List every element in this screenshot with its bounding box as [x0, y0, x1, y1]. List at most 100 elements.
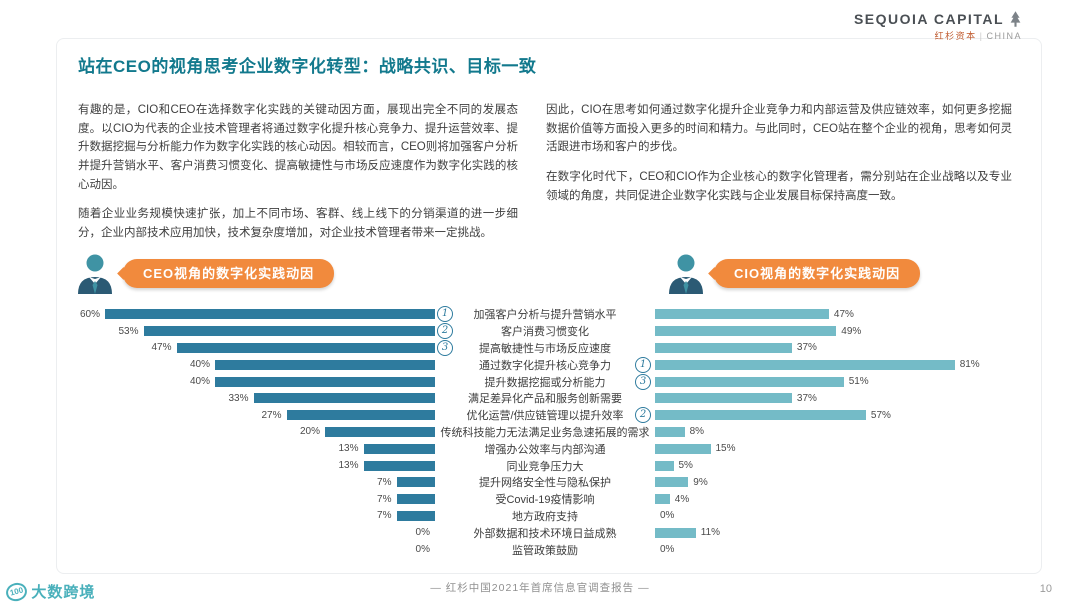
ceo-bar-cell: 33%: [75, 393, 435, 404]
cio-value-label: 49%: [841, 325, 862, 337]
category-cell: 同业竞争压力大: [435, 458, 655, 474]
cio-bar: [655, 477, 689, 488]
ceo-bar-cell: 27%: [75, 410, 435, 421]
category-cell: 2 客户消费习惯变化: [435, 323, 655, 340]
cio-bar-cell: 51%: [655, 376, 1010, 387]
category-cell: 增强办公效率与内部沟通: [435, 441, 655, 457]
ceo-chart-header: CEO视角的数字化实践动因: [77, 252, 335, 294]
ceo-rank-badge: 1: [437, 306, 453, 323]
category-label: 外部数据和技术环境日益成熟: [473, 527, 617, 540]
category-cell: 提升网络安全性与隐私保护: [435, 474, 655, 490]
chart-row: 7% 受Covid-19疫情影响 4%: [75, 491, 1025, 508]
cio-bar: [655, 426, 685, 437]
cio-bar-cell: 11%: [655, 527, 1010, 538]
cio-chart-title-badge: CIO视角的数字化实践动因: [714, 258, 921, 288]
category-cell: 传统科技能力无法满足业务急速拓展的需求: [435, 424, 655, 440]
cio-bar: [655, 410, 866, 421]
category-label: 增强办公效率与内部沟通: [484, 443, 606, 456]
ceo-bar-cell: 40%: [75, 359, 435, 370]
ceo-rank-badge: 3: [437, 339, 453, 356]
cio-value-label: 9%: [693, 476, 708, 488]
chart-row: 7% 提升网络安全性与隐私保护 9%: [75, 474, 1025, 491]
ceo-bar: [396, 510, 435, 521]
ceo-bar: [396, 494, 435, 505]
chart-row: 47% 3 提高敏捷性与市场反应速度 37%: [75, 339, 1025, 357]
cio-bar: [655, 393, 792, 404]
logo-country: CHINA: [986, 31, 1022, 41]
ceo-value-label: 13%: [338, 443, 359, 455]
ceo-value-label: 13%: [338, 460, 359, 472]
paragraph-right-2: 在数字化时代下，CEO和CIO作为企业核心的数字化管理者，需分别站在企业战略以及…: [546, 170, 1012, 202]
chart-row: 0% 监管政策鼓励 0%: [75, 541, 1025, 558]
cio-bar-cell: 8%: [655, 426, 1010, 437]
category-cell: 通过数字化提升核心竞争力 1: [435, 356, 655, 373]
ceo-bar: [176, 342, 435, 353]
cio-value-label: 37%: [796, 392, 817, 404]
cio-value-label: 57%: [870, 409, 891, 421]
cio-bar-cell: 15%: [655, 443, 1010, 454]
ceo-bar-cell: 0%: [75, 544, 435, 555]
chart-row: 13% 增强办公效率与内部沟通 15%: [75, 440, 1025, 457]
ceo-bar: [253, 393, 435, 404]
watermark-100-badge: 100: [4, 580, 30, 603]
cio-person-icon: [669, 254, 703, 294]
watermark-text: 大数跨境: [31, 584, 96, 601]
ceo-bar: [363, 460, 435, 471]
category-label: 提高敏捷性与市场反应速度: [479, 342, 611, 355]
cio-bar: [655, 359, 955, 370]
cio-chart-header: CIO视角的数字化实践动因: [668, 252, 921, 294]
cio-value-label: 15%: [715, 443, 736, 455]
ceo-bar: [143, 326, 435, 337]
ceo-value-label: 0%: [415, 544, 430, 556]
cio-bar: [655, 494, 670, 505]
category-label: 满足差异化产品和服务创新需要: [468, 393, 622, 406]
cio-bar-cell: 4%: [655, 494, 1010, 505]
category-label: 提升数据挖掘或分析能力: [484, 376, 606, 389]
cio-rank-badge: 1: [635, 356, 651, 373]
ceo-value-label: 47%: [151, 342, 172, 354]
cio-bar-cell: 49%: [655, 326, 1010, 337]
ceo-bar-cell: 7%: [75, 494, 435, 505]
paragraph-left-2: 随着企业业务规模快速扩张，加上不同市场、客群、线上线下的分销渠道的进一步细分，企…: [78, 208, 518, 239]
ceo-bar: [105, 309, 435, 320]
chart-row: 13% 同业竞争压力大 5%: [75, 457, 1025, 474]
ceo-bar: [396, 477, 435, 488]
category-cell: 受Covid-19疫情影响: [435, 491, 655, 507]
category-label: 加强客户分析与提升营销水平: [473, 309, 617, 322]
ceo-value-label: 7%: [377, 510, 392, 522]
chart-row: 27% 优化运营/供应链管理以提升效率 2 57%: [75, 407, 1025, 424]
footer-source: — 红杉中国2021年首席信息官调查报告 —: [430, 582, 650, 594]
cio-value-label: 11%: [700, 527, 720, 539]
ceo-bar-cell: 13%: [75, 460, 435, 471]
cio-bar: [655, 376, 844, 387]
category-label: 提升网络安全性与隐私保护: [479, 477, 611, 490]
category-cell: 外部数据和技术环境日益成熟: [435, 525, 655, 541]
ceo-value-label: 53%: [118, 325, 139, 337]
chart-rows: 60% 1 加强客户分析与提升营销水平 47% 53% 2 客户消费习惯变化 49% 47% 3 提…: [75, 306, 1025, 558]
cio-bar-cell: 0%: [655, 510, 1010, 521]
ceo-bar-cell: 40%: [75, 376, 435, 387]
cio-bar-cell: 5%: [655, 460, 1010, 471]
chart-headers: CEO视角的数字化实践动因 CIO视角的数字化实践动因: [75, 250, 1025, 302]
cio-bar: [655, 527, 696, 538]
ceo-value-label: 7%: [377, 493, 392, 505]
ceo-value-label: 20%: [299, 426, 320, 438]
category-label: 优化运营/供应链管理以提升效率: [466, 410, 624, 423]
cio-bar-cell: 9%: [655, 477, 1010, 488]
category-cell: 3 提高敏捷性与市场反应速度: [435, 339, 655, 356]
category-label: 同业竞争压力大: [506, 460, 584, 473]
ceo-value-label: 40%: [189, 376, 210, 388]
ceo-bar: [286, 410, 435, 421]
cio-bar: [655, 326, 837, 337]
cio-value-label: 8%: [689, 426, 705, 438]
sequoia-logo: SEQUOIA CAPITAL 红杉资本 | CHINA: [854, 11, 1022, 42]
ceo-bar-cell: 20%: [75, 426, 435, 437]
ceo-person-icon: [78, 254, 112, 294]
ceo-bar-cell: 47%: [75, 342, 435, 353]
page-number: 10: [1039, 583, 1052, 595]
ceo-bar-cell: 7%: [75, 510, 435, 521]
body-text-right-column: 因此，CIO在思考如何通过数字化提升企业竞争力和内部运营及供应链效率，如何更多挖…: [546, 101, 1012, 253]
sequoia-tree-icon: [1010, 11, 1021, 27]
ceo-bar-cell: 7%: [75, 477, 435, 488]
